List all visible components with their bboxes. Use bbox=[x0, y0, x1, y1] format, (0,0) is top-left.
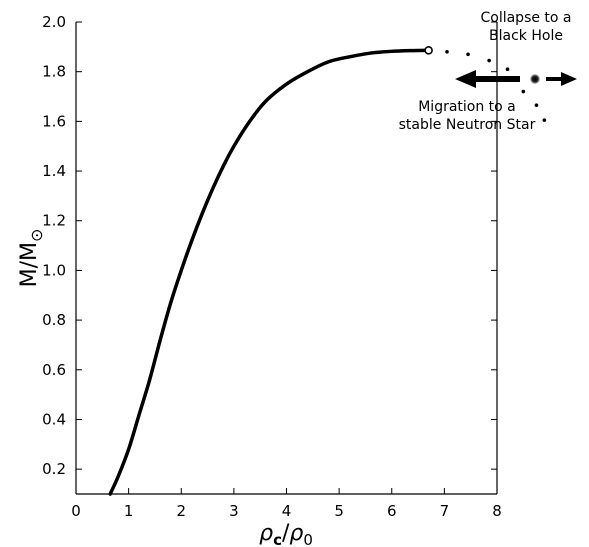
y-tick-label: 0.4 bbox=[42, 410, 66, 428]
y-tick-label: 0.6 bbox=[42, 361, 66, 379]
unstable-branch bbox=[445, 50, 547, 122]
x-tick-label: 4 bbox=[282, 502, 292, 520]
y-tick-label: 1.4 bbox=[42, 162, 66, 180]
unstable-point bbox=[542, 118, 547, 122]
y-tick-label: 1.2 bbox=[42, 212, 66, 230]
unstable-point bbox=[487, 58, 491, 63]
axis-ticks: 0 1 2 3 4 5 6 7 8 0.2 0.4 0.6 0.8 1.0 1.2 1.4 1.6 1.8 2.0 bbox=[42, 13, 502, 520]
x-tick-label: 8 bbox=[492, 502, 502, 520]
y-tick-label: 0.8 bbox=[42, 311, 66, 329]
unstable-point bbox=[445, 50, 449, 54]
annotation-collapse-line1: Collapse to a bbox=[480, 10, 571, 26]
max-mass-marker bbox=[424, 46, 433, 55]
y-tick-label: 1.6 bbox=[42, 112, 66, 130]
unstable-point bbox=[521, 89, 526, 94]
annotation-collapse-line2: Black Hole bbox=[489, 28, 563, 44]
x-tick-label: 1 bbox=[124, 502, 134, 520]
x-axis-title: ρc/ρ0 bbox=[259, 521, 313, 547]
x-tick-label: 2 bbox=[176, 502, 186, 520]
annotation-migration-line1: Migration to a bbox=[418, 99, 516, 115]
data-series bbox=[108, 46, 433, 496]
x-tick-label: 0 bbox=[71, 502, 81, 520]
series-line bbox=[108, 48, 431, 496]
collapse-arrow bbox=[546, 72, 577, 86]
x-tick-label: 3 bbox=[229, 502, 239, 520]
x-tick-label: 6 bbox=[387, 502, 397, 520]
unstable-point bbox=[505, 67, 510, 71]
unstable-point bbox=[466, 52, 470, 57]
y-axis-title: M/M⊙ bbox=[17, 229, 46, 288]
x-tick-label: 7 bbox=[440, 502, 450, 520]
y-tick-label: 1.0 bbox=[42, 261, 66, 279]
y-tick-label: 2.0 bbox=[42, 13, 66, 31]
migration-arrow bbox=[455, 70, 520, 88]
plot-axes bbox=[75, 22, 498, 495]
annotation-migration-line2: stable Neutron Star bbox=[399, 117, 536, 133]
unstable-point bbox=[534, 103, 539, 108]
black-hole-icon bbox=[530, 74, 540, 84]
y-tick-label: 1.8 bbox=[42, 63, 66, 81]
y-tick-label: 0.2 bbox=[42, 460, 66, 478]
x-tick-label: 5 bbox=[334, 502, 344, 520]
